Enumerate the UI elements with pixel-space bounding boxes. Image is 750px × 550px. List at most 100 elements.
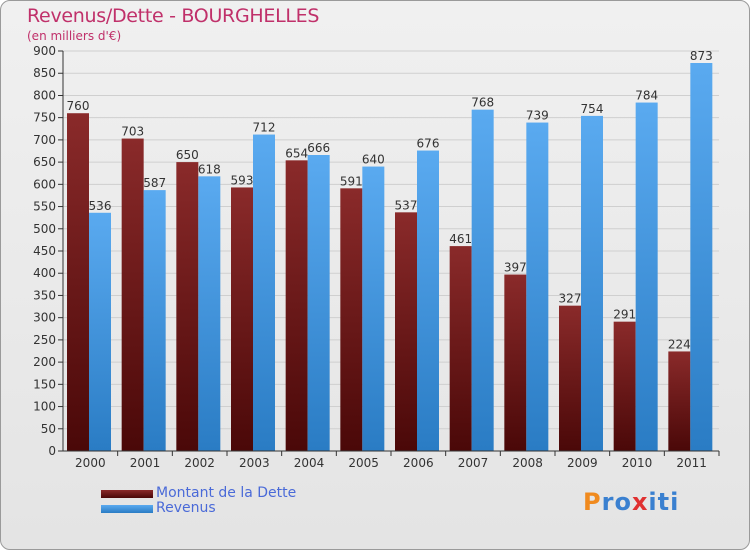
- y-tick-label: 200: [33, 355, 56, 369]
- bar-revenue-2008: [526, 122, 549, 452]
- y-tick-label: 650: [33, 155, 56, 169]
- data-label: 768: [471, 96, 494, 110]
- y-tick-label: 600: [33, 177, 56, 191]
- y-tick-label: 700: [33, 133, 56, 147]
- data-label: 327: [559, 292, 582, 306]
- legend-label-debt: Montant de la Dette: [156, 485, 297, 501]
- bar-debt-2001: [121, 138, 144, 452]
- bar-debt-2008: [504, 274, 527, 451]
- proxiti-logo: Proxiti: [583, 488, 679, 516]
- x-tick-label: 2005: [348, 456, 379, 470]
- chart-subtitle: (en milliers d'€): [27, 29, 122, 43]
- bar-debt-2010: [613, 321, 636, 451]
- data-label: 618: [198, 162, 221, 176]
- logo-letter: x: [631, 488, 649, 516]
- bar-debt-2003: [231, 187, 253, 451]
- bar-debt-2005: [340, 188, 363, 452]
- y-tick-label: 400: [33, 266, 56, 280]
- logo-letter: i: [670, 488, 680, 516]
- data-label: 760: [67, 99, 90, 113]
- chart-title: Revenus/Dette - BOURGHELLES: [27, 5, 320, 27]
- y-tick-label: 350: [33, 288, 56, 302]
- data-label: 291: [613, 308, 636, 322]
- y-tick-label: 900: [33, 44, 56, 58]
- bar-debt-2006: [395, 212, 417, 451]
- logo-letter: o: [614, 488, 632, 516]
- data-label: 536: [89, 199, 112, 213]
- x-tick-label: 2003: [239, 456, 270, 470]
- y-tick-label: 50: [41, 422, 56, 436]
- data-label: 650: [176, 148, 199, 162]
- logo-letter: t: [657, 488, 671, 516]
- bar-revenue-2006: [417, 150, 439, 452]
- y-tick-label: 500: [33, 222, 56, 236]
- logo-letter: i: [648, 488, 658, 516]
- logo-letter: r: [601, 488, 615, 516]
- y-tick-label: 750: [33, 111, 56, 125]
- bar-revenue-2011: [690, 63, 713, 451]
- x-axis-ticks: 2000 2001 2002 2003 2004 2005 2006 2007 2008 2009…: [75, 451, 720, 470]
- bar-revenue-2010: [635, 102, 658, 452]
- y-tick-label: 550: [33, 200, 56, 214]
- bar-revenue-2003: [253, 134, 275, 452]
- x-tick-label: 2001: [130, 456, 161, 470]
- data-label: 666: [307, 141, 330, 155]
- legend-swatch-revenue: [101, 505, 153, 513]
- legend-label-revenue: Revenus: [156, 500, 216, 516]
- bar-revenue-2007: [471, 109, 494, 452]
- data-label: 784: [635, 89, 658, 103]
- axes: [62, 51, 719, 452]
- data-label: 224: [668, 337, 691, 351]
- data-label: 712: [253, 121, 276, 135]
- x-tick-label: 2010: [622, 456, 653, 470]
- bar-debt-2002: [176, 162, 199, 451]
- bar-revenue-2000: [89, 212, 111, 451]
- data-label: 587: [143, 176, 166, 190]
- x-tick-label: 2011: [676, 456, 707, 470]
- data-label: 640: [362, 153, 385, 167]
- data-label: 739: [526, 109, 549, 123]
- data-label: 461: [449, 232, 472, 246]
- x-tick-label: 2007: [458, 456, 489, 470]
- data-label: 397: [504, 261, 527, 275]
- x-tick-label: 2000: [75, 456, 106, 470]
- bar-debt-2004: [285, 160, 308, 452]
- logo-letter: P: [583, 488, 602, 516]
- y-tick-label: 850: [33, 66, 56, 80]
- y-tick-label: 800: [33, 88, 56, 102]
- data-label: 537: [395, 198, 418, 212]
- data-label: 593: [231, 173, 254, 187]
- data-label: 873: [690, 49, 713, 63]
- bar-debt-2011: [668, 351, 691, 451]
- y-tick-label: 100: [33, 400, 56, 414]
- y-tick-label: 300: [33, 311, 56, 325]
- x-tick-label: 2004: [294, 456, 325, 470]
- bar-revenue-2001: [143, 190, 166, 451]
- grid-lines: [63, 50, 719, 452]
- x-tick-label: 2009: [567, 456, 598, 470]
- y-tick-label: 250: [33, 333, 56, 347]
- bar-revenue-2004: [307, 155, 330, 451]
- legend-swatch-debt: [101, 490, 153, 498]
- bar-revenue-2009: [581, 115, 603, 451]
- x-tick-label: 2006: [403, 456, 434, 470]
- y-tick-label: 450: [33, 244, 56, 258]
- data-label: 591: [340, 174, 363, 188]
- bar-revenue-2005: [362, 166, 385, 452]
- x-tick-label: 2008: [512, 456, 543, 470]
- bar-revenue-2002: [198, 176, 221, 452]
- data-label: 703: [121, 125, 144, 139]
- y-axis-ticks: 0 50 100 150 200 250 300 350 400 450 500 550 600 650 7…: [33, 44, 63, 458]
- data-label: 654: [285, 146, 308, 160]
- data-label: 676: [417, 137, 440, 151]
- bar-debt-2000: [67, 113, 89, 451]
- bars: [67, 63, 713, 452]
- x-tick-label: 2002: [184, 456, 215, 470]
- y-tick-label: 0: [48, 444, 56, 458]
- bar-debt-2009: [559, 305, 581, 451]
- data-label: 754: [581, 102, 604, 116]
- bar-debt-2007: [449, 246, 472, 451]
